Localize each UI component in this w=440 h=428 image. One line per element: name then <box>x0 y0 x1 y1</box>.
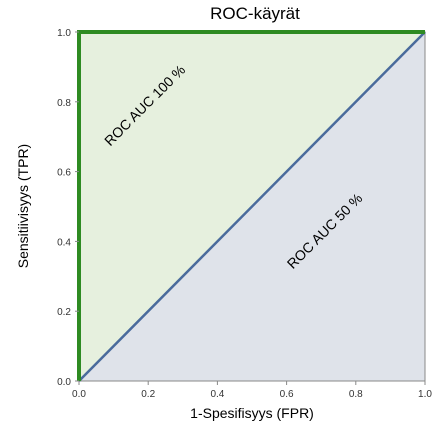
x-axis-ticks: 0.0 0.2 0.4 0.6 0.8 1.0 <box>72 381 432 400</box>
chart-title: ROC-käyrät <box>210 4 300 23</box>
y-tick-label: 0.8 <box>57 98 71 109</box>
y-tick-label: 0.0 <box>57 377 71 388</box>
x-tick-label: 1.0 <box>418 389 432 400</box>
y-tick-label: 0.4 <box>57 237 71 248</box>
x-tick-label: 0.0 <box>72 389 86 400</box>
plot-area <box>77 30 426 382</box>
x-tick-label: 0.6 <box>280 389 294 400</box>
y-tick-label: 0.2 <box>57 307 71 318</box>
x-tick-label: 0.8 <box>349 389 363 400</box>
y-axis-label: Sensitiivisyys (TPR) <box>15 144 31 268</box>
x-axis-label: 1-Spesifisyys (FPR) <box>190 405 314 421</box>
y-tick-label: 0.6 <box>57 168 71 179</box>
x-tick-label: 0.2 <box>141 389 155 400</box>
x-tick-label: 0.4 <box>210 389 224 400</box>
y-tick-label: 1.0 <box>57 28 71 39</box>
series-line-auc-50 <box>78 31 426 382</box>
y-axis-ticks: 0.0 0.2 0.4 0.6 0.8 1.0 <box>57 28 79 388</box>
